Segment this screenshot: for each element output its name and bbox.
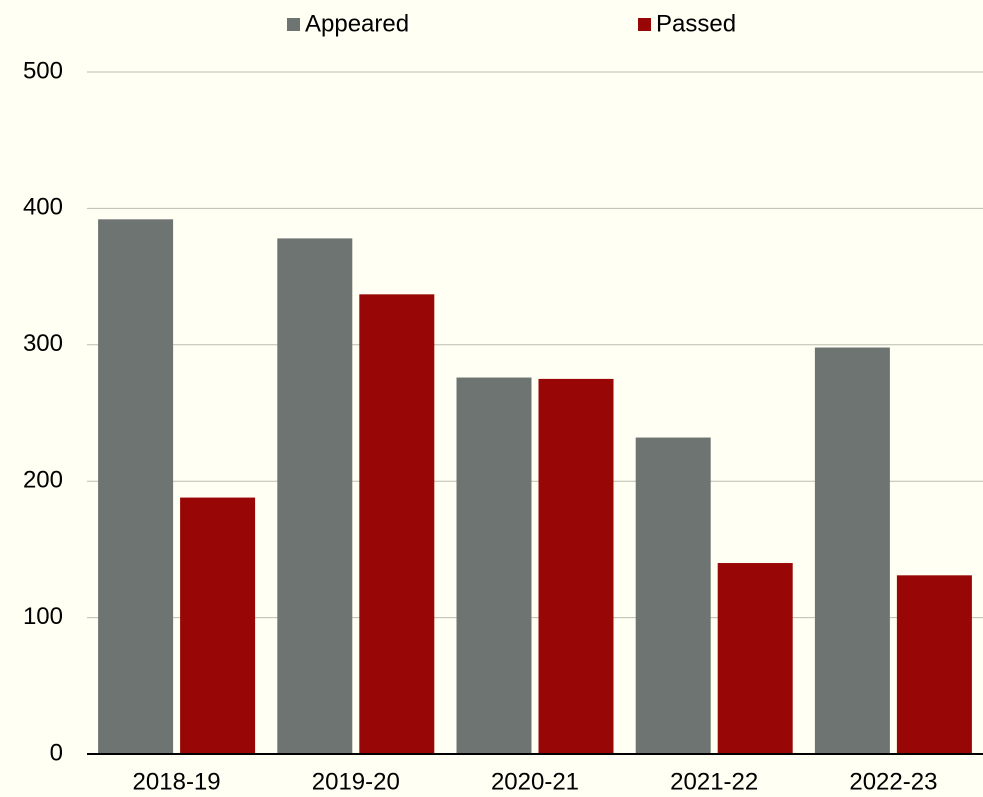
- x-tick-label: 2022-23: [849, 768, 937, 795]
- y-tick-label: 300: [23, 330, 63, 357]
- bar: [98, 219, 174, 754]
- x-tick-label: 2019-20: [312, 768, 400, 795]
- y-tick-label: 400: [23, 194, 63, 221]
- bar: [538, 378, 614, 754]
- y-tick-label: 100: [23, 603, 63, 630]
- x-tick-label: 2021-22: [670, 768, 758, 795]
- bar: [635, 437, 711, 754]
- x-tick-label: 2018-19: [133, 768, 221, 795]
- bar: [277, 238, 353, 754]
- bar: [814, 347, 890, 754]
- y-tick-label: 200: [23, 467, 63, 494]
- y-tick-label: 0: [50, 739, 63, 766]
- legend-swatch: [287, 18, 300, 31]
- y-tick-label: 500: [23, 57, 63, 84]
- bar: [896, 575, 972, 754]
- bar: [456, 377, 532, 754]
- bar: [180, 497, 256, 754]
- legend-label: Appeared: [305, 10, 409, 37]
- bar: [359, 294, 435, 754]
- bar: [717, 563, 793, 754]
- legend-label: Passed: [656, 10, 736, 37]
- x-tick-label: 2020-21: [491, 768, 579, 795]
- legend-swatch: [638, 18, 651, 31]
